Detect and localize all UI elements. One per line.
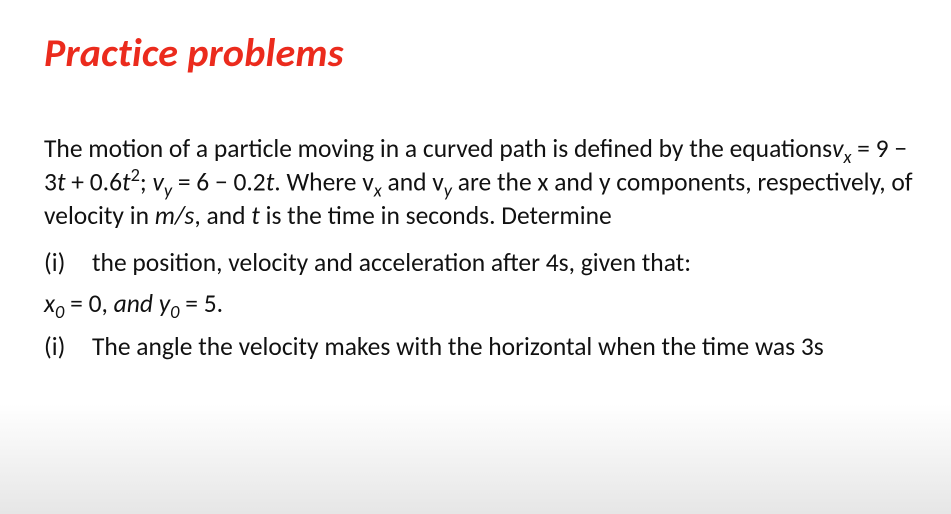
ic-eq2: = 5. xyxy=(179,288,223,319)
ic-and: and xyxy=(114,288,159,319)
t4: t xyxy=(251,200,260,231)
slide: Practice problems The motion of a partic… xyxy=(0,0,951,514)
post-sub-x: x xyxy=(374,180,382,202)
eq2: = 6 − 0.2 xyxy=(172,167,266,198)
page-title: Practice problems xyxy=(44,28,913,77)
eq1b: + 0.6 xyxy=(65,167,122,198)
item-marker: (i) xyxy=(44,331,92,364)
problem-statement: The motion of a particle moving in a cur… xyxy=(44,133,913,233)
post-d: , and xyxy=(194,200,251,231)
sep: ; xyxy=(140,167,153,198)
list-item: (i) the position, velocity and accelerat… xyxy=(44,247,913,280)
vy-sub: y xyxy=(164,180,172,202)
question-list: (i) the position, velocity and accelerat… xyxy=(44,247,913,364)
post-e: is the time in seconds. Determine xyxy=(260,200,612,231)
units: m/s xyxy=(155,200,195,231)
t3: t xyxy=(266,167,275,198)
sq: 2 xyxy=(131,164,140,186)
post-b: and v xyxy=(382,167,444,198)
problem-body: The motion of a particle moving in a cur… xyxy=(44,133,913,364)
t2: t xyxy=(122,167,131,198)
vy-var: v xyxy=(152,167,163,198)
text-pre: The motion of a particle moving in a cur… xyxy=(44,133,832,164)
bottom-fade xyxy=(0,404,951,514)
post-a: . Where v xyxy=(274,167,374,198)
item-marker: (i) xyxy=(44,247,92,280)
item-text: the position, velocity and acceleration … xyxy=(92,247,913,280)
list-item: (i) The angle the velocity makes with th… xyxy=(44,331,913,364)
vx-var: v xyxy=(832,133,843,164)
x0-var: x xyxy=(44,288,55,319)
item-text: The angle the velocity makes with the ho… xyxy=(92,331,913,364)
post-sub-y: y xyxy=(444,180,452,202)
x0-sub: 0 xyxy=(55,301,64,323)
ic-eq1: = 0, xyxy=(64,288,113,319)
initial-conditions: x0 = 0, and y0 = 5. xyxy=(44,288,913,321)
y0-var: y xyxy=(159,288,170,319)
